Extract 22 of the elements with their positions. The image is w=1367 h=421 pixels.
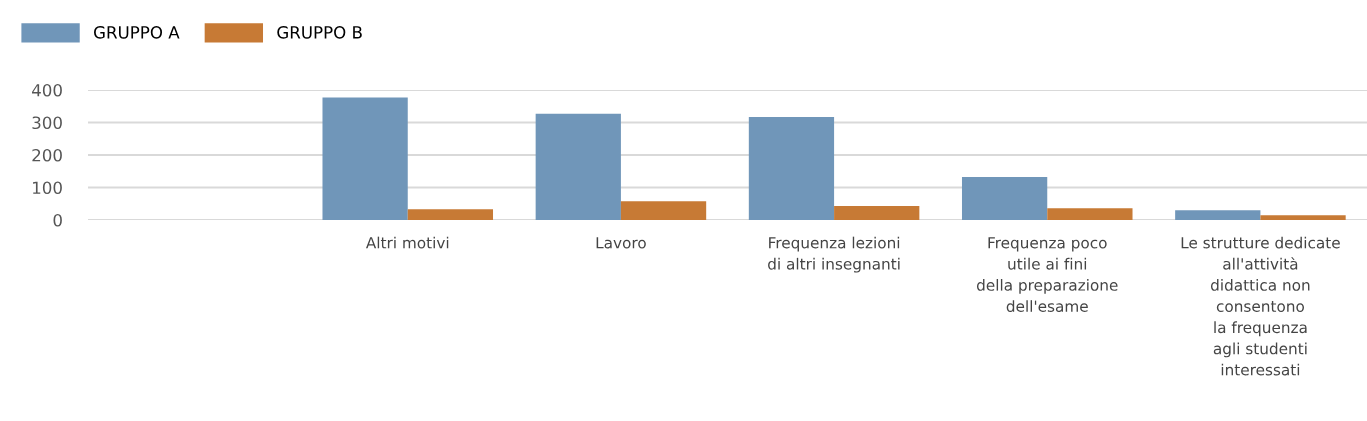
y-tick-label: 100 — [33, 181, 62, 195]
x-tick-label: Frequenza lezioni di altri insegnanti — [768, 236, 900, 273]
x-tick-label: Le strutture dedicate all'attività didattica non consentono la frequenza agli studenti interessati — [1181, 236, 1340, 376]
legend-label: GRUPPO A — [94, 26, 180, 39]
bar — [748, 116, 835, 220]
bar — [535, 113, 621, 220]
x-tick-label: Altri motivi — [365, 236, 449, 249]
bar — [1260, 215, 1346, 220]
bar — [961, 177, 1048, 220]
y-tick-label: 0 — [53, 213, 62, 227]
x-tick-label: Frequenza poco utile ai fini della preparazione dell'esame — [976, 237, 1118, 313]
bar — [322, 97, 408, 220]
x-tick-label: Lavoro — [596, 237, 646, 249]
bar — [834, 206, 920, 220]
legend-label: GRUPPO B — [277, 26, 362, 39]
bar — [1047, 208, 1133, 220]
bar — [407, 209, 494, 220]
y-tick-label: 400 — [32, 83, 62, 97]
y-tick-label: 200 — [32, 148, 62, 162]
y-tick-label: 300 — [32, 116, 62, 130]
bar — [620, 201, 707, 220]
bar — [1175, 210, 1261, 220]
